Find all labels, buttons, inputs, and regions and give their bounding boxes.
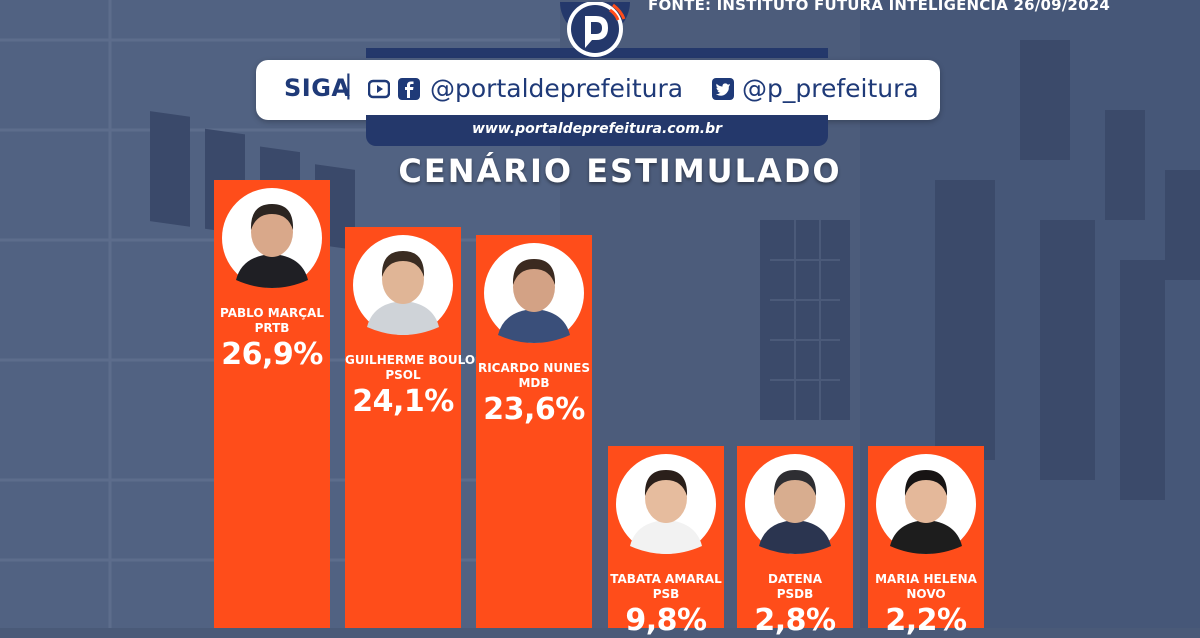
candidate-value-label: 2,8% <box>754 603 836 638</box>
candidate-name: DATENA <box>767 572 823 586</box>
candidate-value-label: 2,2% <box>885 603 967 638</box>
source-text: FONTE: INSTITUTO FUTURA INTELIGENCIA 26/… <box>648 0 1110 14</box>
chart-title: CENÁRIO ESTIMULADO <box>398 152 842 190</box>
candidate-value-label: 24,1% <box>352 384 454 419</box>
facebook-icon[interactable] <box>398 78 420 100</box>
candidate-party: PSDB <box>776 587 814 601</box>
candidate-name: PABLO MARÇAL <box>220 306 324 320</box>
candidate-name: MARIA HELENA <box>875 572 977 586</box>
twitter-handle[interactable]: @p_prefeitura <box>742 74 919 103</box>
candidate-name: RICARDO NUNES <box>477 361 591 375</box>
candidate-name: TABATA AMARAL <box>610 572 722 586</box>
follow-separator: | <box>344 70 353 100</box>
candidate-photo <box>876 454 976 554</box>
twitter-icon[interactable] <box>712 78 734 100</box>
follow-label: SIGA <box>284 74 351 102</box>
portal-logo-icon <box>560 2 630 57</box>
candidate-photo <box>484 243 584 343</box>
candidate-value-label: 9,8% <box>625 603 707 638</box>
candidate-party: PSB <box>652 587 680 601</box>
candidate-party: PRTB <box>254 321 290 335</box>
social-handle[interactable]: @portaldeprefeitura <box>430 74 684 103</box>
candidate-photo <box>353 235 453 335</box>
candidate-photo <box>222 188 322 288</box>
candidate-value-label: 23,6% <box>483 392 585 427</box>
candidate-party: MDB <box>518 376 550 390</box>
youtube-icon[interactable] <box>368 78 390 100</box>
website-link[interactable]: www.portaldeprefeitura.com.br <box>471 121 723 137</box>
candidate-party: NOVO <box>906 587 946 601</box>
url-banner: www.portaldeprefeitura.com.br <box>366 115 828 146</box>
candidate-party: PSOL <box>385 368 421 382</box>
follow-banner: SIGA | @portaldeprefeitura @p_prefeitura <box>256 60 940 120</box>
candidate-photo <box>745 454 845 554</box>
candidate-value-label: 26,9% <box>221 337 323 372</box>
candidate-name: GUILHERME BOULOS <box>345 353 484 367</box>
candidate-photo <box>616 454 716 554</box>
